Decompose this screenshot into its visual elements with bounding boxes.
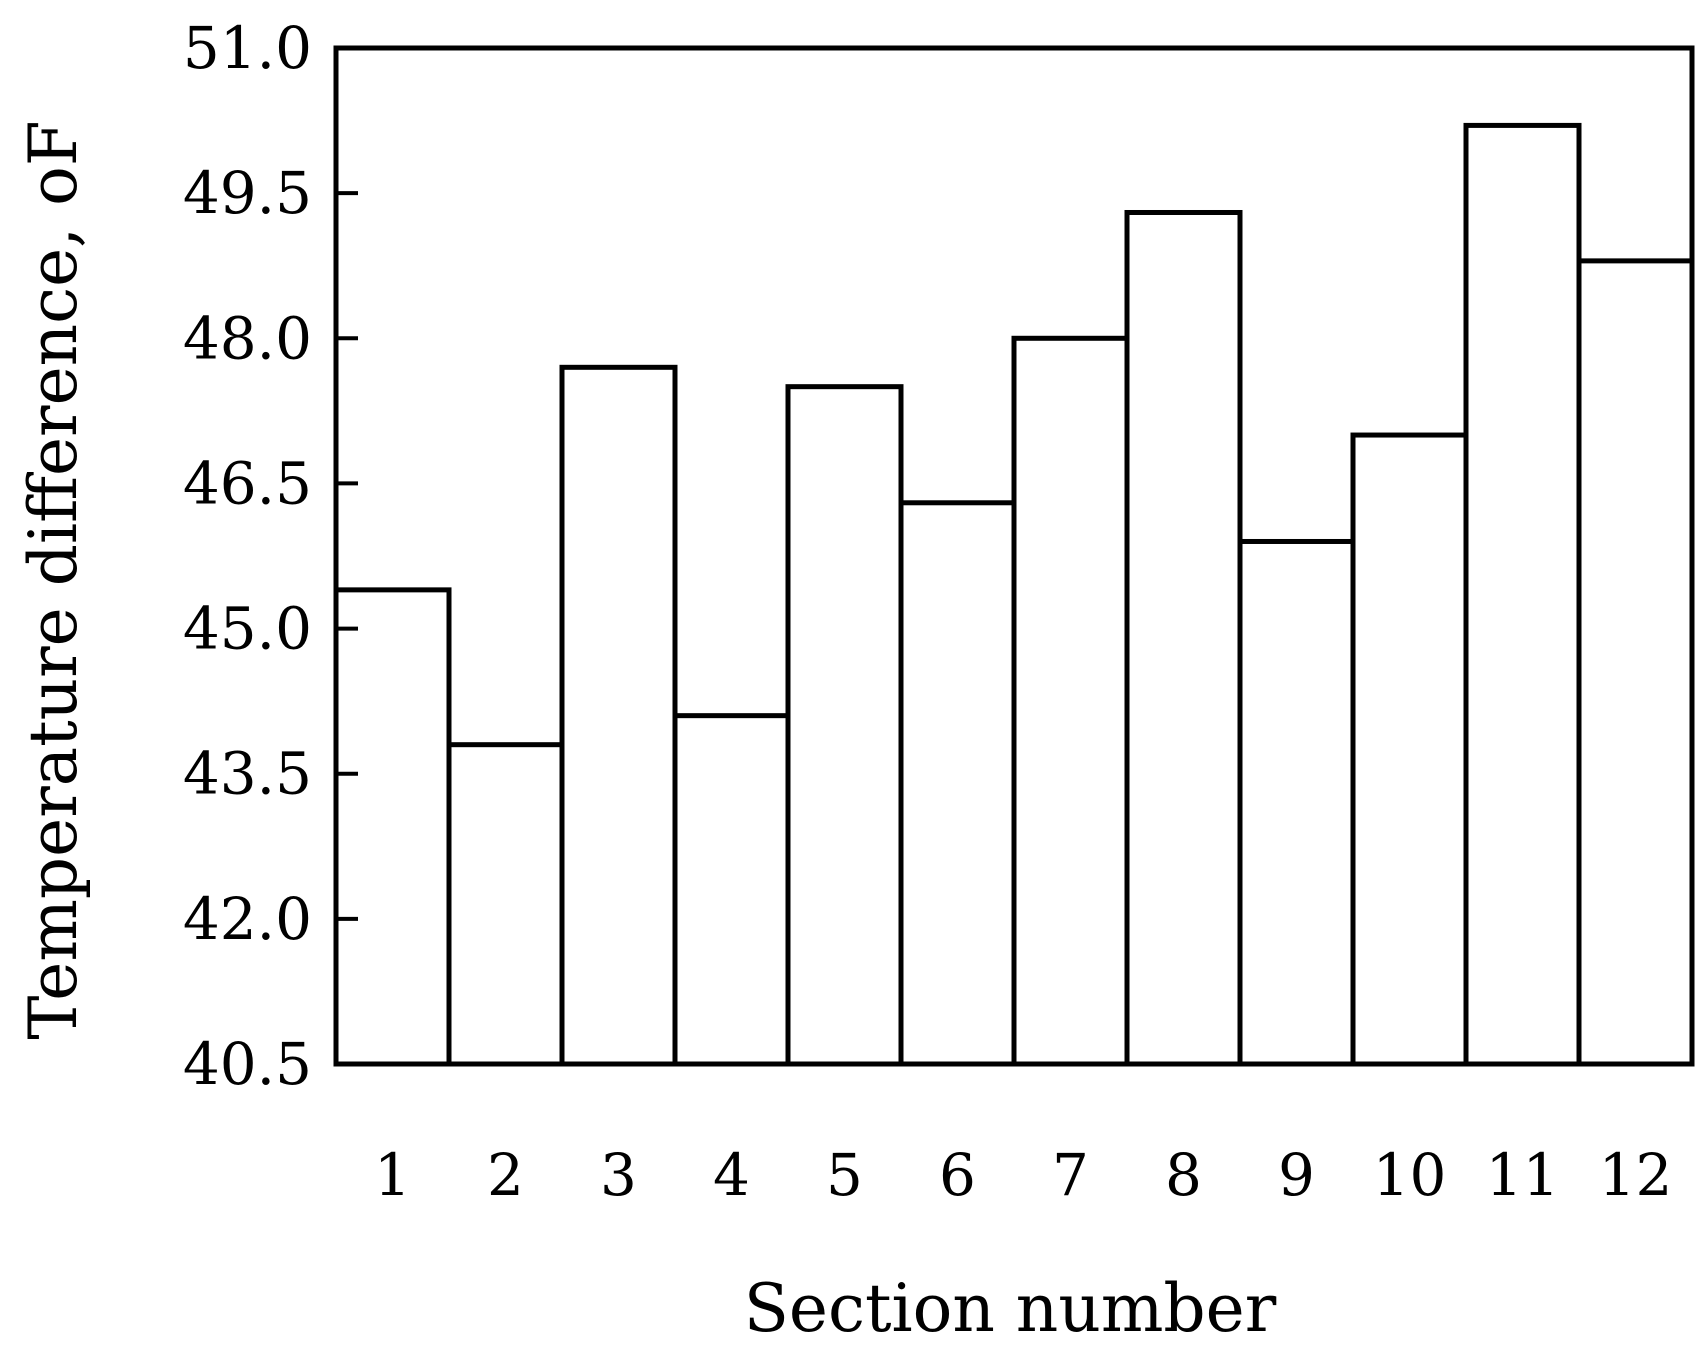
x-tick-label: 7 — [1052, 1141, 1089, 1209]
x-tick-label: 2 — [487, 1141, 524, 1209]
bar-section-4 — [672, 713, 791, 1067]
x-tick-label: 3 — [600, 1141, 637, 1209]
bar-section-6 — [898, 500, 1017, 1067]
x-tick-label: 6 — [939, 1141, 976, 1209]
bar-section-1 — [333, 587, 452, 1067]
bars-group — [333, 122, 1695, 1067]
x-tick-label: 11 — [1486, 1141, 1560, 1209]
bar-section-12 — [1576, 258, 1695, 1067]
x-axis-label: Section number — [744, 1270, 1277, 1347]
x-tick-label: 8 — [1165, 1141, 1202, 1209]
bar-section-11 — [1463, 122, 1582, 1067]
x-tick-label: 1 — [374, 1141, 411, 1209]
y-tick-label: 48.0 — [183, 304, 312, 372]
bar-section-9 — [1237, 538, 1356, 1067]
x-tick-label: 5 — [826, 1141, 863, 1209]
y-tick-label: 42.0 — [183, 885, 312, 953]
x-tick-label: 12 — [1599, 1141, 1673, 1209]
y-tick-label: 46.5 — [183, 449, 312, 517]
x-tick-label: 10 — [1373, 1141, 1447, 1209]
y-tick-label: 40.5 — [183, 1030, 312, 1098]
x-tick-label: 9 — [1278, 1141, 1315, 1209]
bar-section-10 — [1350, 432, 1469, 1067]
bar-section-8 — [1124, 209, 1243, 1067]
bar-section-2 — [446, 742, 565, 1067]
bar-section-3 — [559, 364, 678, 1067]
y-tick-label: 45.0 — [183, 595, 312, 663]
plot-frame — [333, 45, 1695, 1067]
y-axis-label: Temperature difference, oF — [15, 120, 92, 1039]
x-axis-ticks: 1 2 3 4 5 6 7 8 9 10 11 12 — [374, 1141, 1672, 1209]
bar-section-7 — [1011, 335, 1130, 1067]
y-axis-ticks: 40.5 42.0 43.5 45.0 46.5 48.0 49.5 51.0 — [183, 14, 358, 1098]
x-tick-label: 4 — [713, 1141, 750, 1209]
y-tick-label: 49.5 — [183, 159, 312, 227]
y-tick-label: 43.5 — [183, 740, 312, 808]
y-tick-label: 51.0 — [183, 14, 312, 82]
bar-section-5 — [785, 384, 904, 1067]
